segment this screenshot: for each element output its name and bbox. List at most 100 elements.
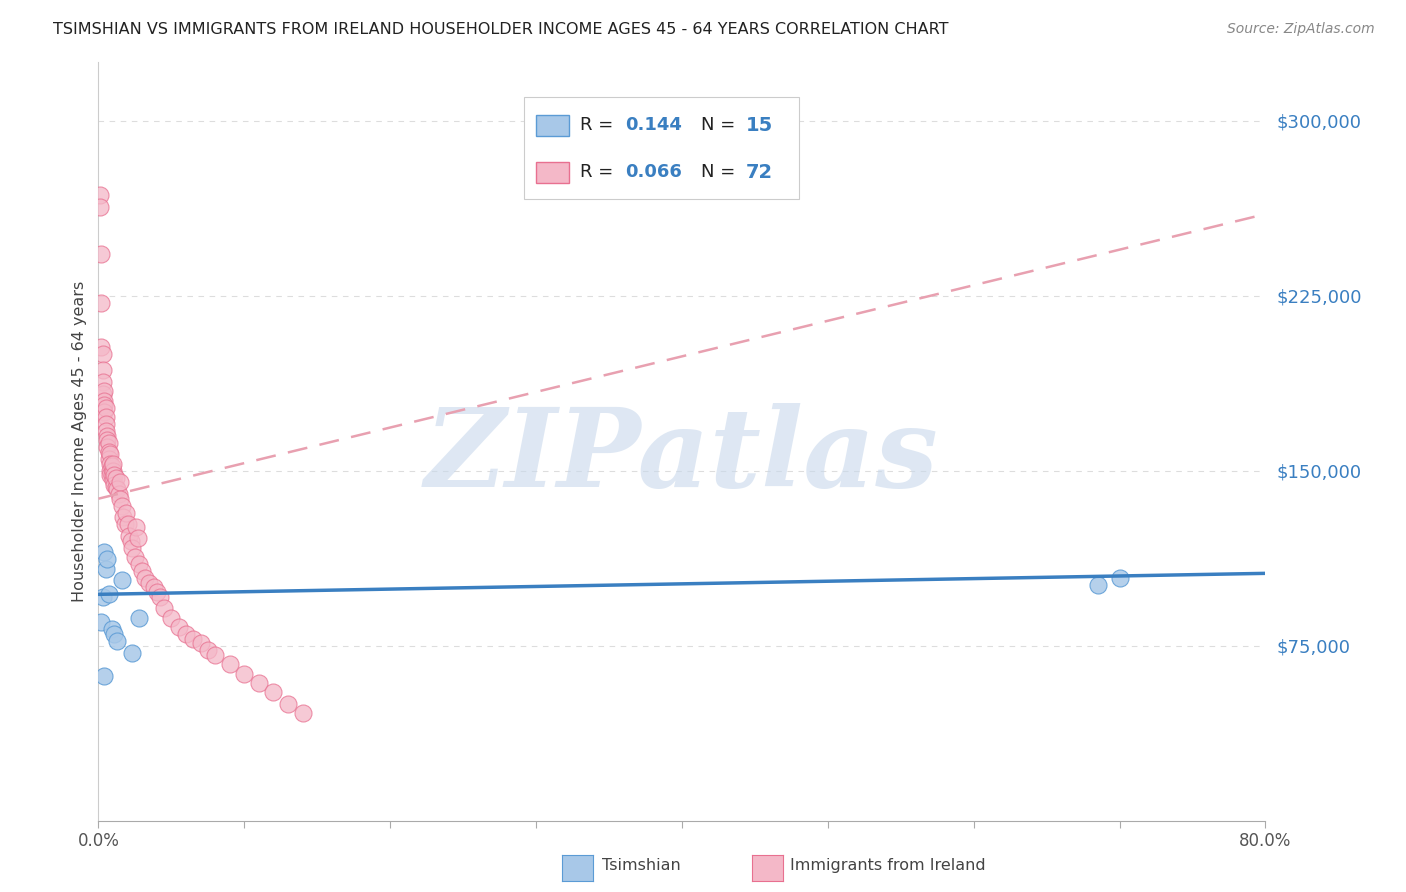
Point — [218, 657, 240, 672]
Y-axis label: Householder Income Ages 45 - 64 years: Householder Income Ages 45 - 64 years — [72, 281, 87, 602]
Point — [120, 533, 142, 548]
Point — [111, 574, 134, 588]
Point — [91, 590, 114, 604]
Point — [91, 386, 114, 401]
Point — [128, 557, 150, 571]
Point — [121, 541, 143, 555]
Point — [97, 435, 120, 450]
Text: Source: ZipAtlas.com: Source: ZipAtlas.com — [1227, 22, 1375, 37]
Text: 72: 72 — [747, 163, 773, 182]
Point — [121, 646, 143, 660]
Point — [98, 464, 121, 478]
Text: R =: R = — [581, 116, 620, 135]
Point — [104, 471, 127, 485]
Point — [146, 585, 169, 599]
Point — [100, 468, 122, 483]
Point — [134, 571, 156, 585]
Point — [114, 517, 136, 532]
Point — [103, 477, 125, 491]
Point — [108, 487, 131, 501]
Point — [96, 441, 118, 455]
Point — [110, 491, 132, 506]
Point — [98, 447, 121, 461]
Point — [90, 340, 112, 354]
Point — [91, 375, 114, 389]
Point — [103, 468, 125, 483]
Point — [117, 517, 139, 532]
Point — [89, 200, 111, 214]
Point — [90, 246, 112, 260]
Point — [89, 188, 111, 202]
Point — [93, 384, 115, 399]
Text: R =: R = — [581, 163, 620, 181]
Point — [91, 347, 114, 361]
Point — [247, 676, 270, 690]
Point — [101, 473, 124, 487]
Point — [174, 627, 197, 641]
Point — [93, 393, 115, 408]
Point — [94, 424, 117, 438]
Point — [131, 564, 153, 578]
Text: ZIPatlas: ZIPatlas — [425, 403, 939, 510]
Text: 0.066: 0.066 — [624, 163, 682, 181]
Point — [125, 519, 148, 533]
Point — [93, 545, 115, 559]
Point — [94, 401, 117, 415]
Point — [97, 445, 120, 459]
Point — [1108, 571, 1130, 585]
Point — [142, 580, 165, 594]
Point — [112, 510, 135, 524]
Text: 0.144: 0.144 — [624, 116, 682, 135]
Point — [190, 636, 212, 650]
Point — [101, 457, 124, 471]
Point — [90, 295, 112, 310]
Point — [1087, 578, 1109, 592]
Point — [160, 610, 183, 624]
Point — [167, 620, 190, 634]
Point — [94, 562, 117, 576]
Point — [138, 575, 160, 590]
FancyBboxPatch shape — [524, 96, 799, 199]
Text: TSIMSHIAN VS IMMIGRANTS FROM IRELAND HOUSEHOLDER INCOME AGES 45 - 64 YEARS CORRE: TSIMSHIAN VS IMMIGRANTS FROM IRELAND HOU… — [53, 22, 949, 37]
Text: Tsimshian: Tsimshian — [602, 858, 681, 872]
Point — [104, 480, 127, 494]
Point — [93, 398, 115, 412]
Point — [181, 632, 204, 646]
Point — [124, 549, 146, 564]
Point — [93, 669, 115, 683]
Point — [128, 610, 150, 624]
Point — [94, 410, 117, 425]
Point — [262, 685, 284, 699]
Point — [96, 552, 118, 566]
Point — [101, 464, 124, 478]
Point — [90, 615, 112, 630]
Point — [97, 452, 120, 467]
Point — [103, 627, 125, 641]
Point — [291, 706, 314, 721]
Point — [115, 506, 138, 520]
Point — [118, 529, 141, 543]
Point — [100, 458, 122, 473]
Point — [277, 697, 299, 711]
FancyBboxPatch shape — [536, 161, 568, 183]
Text: N =: N = — [700, 163, 741, 181]
Point — [153, 601, 176, 615]
Point — [100, 623, 122, 637]
Text: Immigrants from Ireland: Immigrants from Ireland — [790, 858, 986, 872]
Point — [105, 634, 128, 648]
Point — [96, 434, 118, 448]
Point — [197, 643, 219, 657]
Point — [204, 648, 226, 662]
Point — [97, 587, 120, 601]
Text: 15: 15 — [747, 116, 773, 135]
Point — [111, 499, 134, 513]
Point — [98, 457, 121, 471]
Point — [127, 532, 149, 546]
Point — [149, 590, 172, 604]
Text: N =: N = — [700, 116, 741, 135]
Point — [91, 363, 114, 377]
FancyBboxPatch shape — [536, 115, 568, 136]
Point — [110, 475, 132, 490]
Point — [93, 405, 115, 419]
Point — [105, 483, 128, 497]
